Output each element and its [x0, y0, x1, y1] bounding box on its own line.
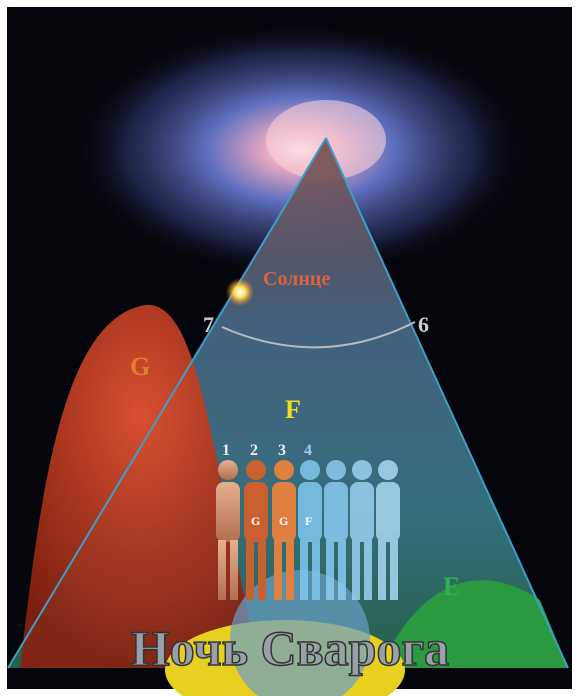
number-label: 6	[418, 312, 429, 337]
figure-mark: G	[279, 514, 288, 528]
zone-label: G	[130, 352, 150, 381]
figure-mark: G	[251, 514, 260, 528]
sun-label: Солнце	[263, 268, 330, 290]
sun	[226, 278, 254, 306]
illustration: Солнце 7 6 G F E 1 2 3 4 G G F Ночь Свар…	[0, 0, 579, 696]
figure-mark: F	[305, 514, 312, 528]
zone-label: E	[443, 572, 460, 601]
figure-number: 1	[222, 442, 230, 459]
figure-number: 2	[250, 442, 258, 459]
number-label: 7	[203, 312, 214, 337]
caption: Ночь Сварога	[131, 620, 449, 676]
figure-number: 4	[304, 442, 312, 459]
zone-label: F	[285, 395, 301, 424]
figure-number: 3	[278, 442, 286, 459]
